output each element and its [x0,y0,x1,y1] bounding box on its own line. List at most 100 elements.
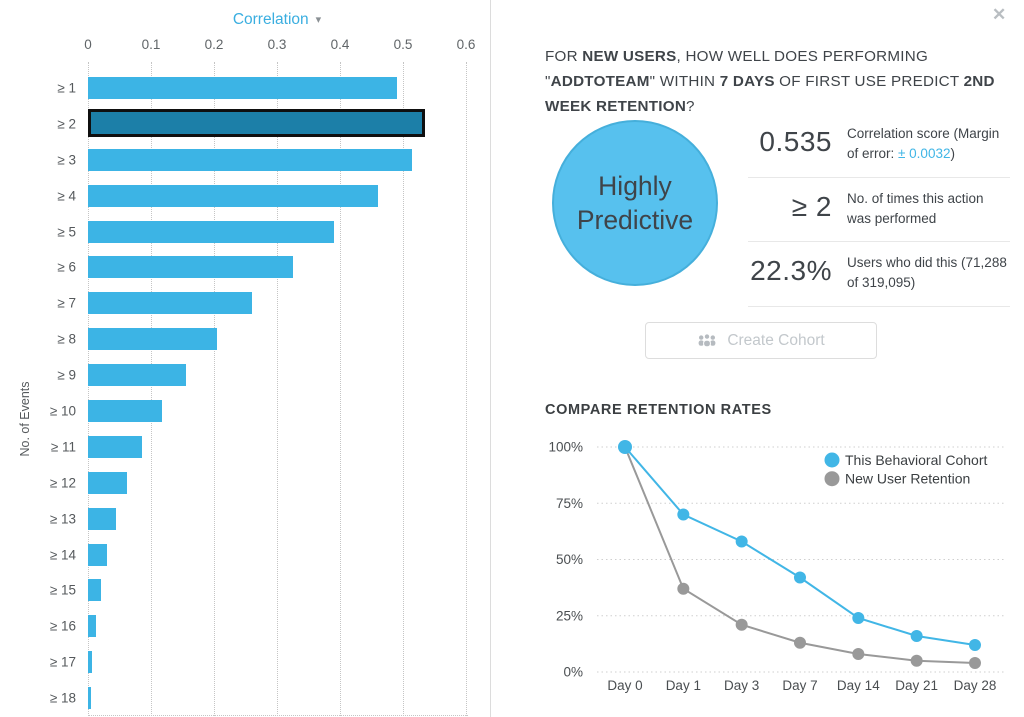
bar[interactable] [88,184,378,207]
chart-bottom-gridline [88,715,468,716]
bar[interactable] [88,77,397,99]
bar[interactable] [88,687,91,710]
data-point[interactable] [968,639,981,651]
data-point[interactable] [677,582,690,595]
legend-dot [824,471,840,487]
bar-row[interactable]: ≥ 5 [0,214,490,250]
legend-item[interactable]: This Behavioral Cohort [824,452,988,468]
data-point[interactable] [793,636,806,649]
bar-row[interactable]: ≥ 8 [0,321,490,357]
bar-selected[interactable] [88,108,426,137]
y-axis-label: No. of Events [18,381,32,457]
bar-row[interactable]: ≥ 6 [0,249,490,285]
legend-label: This Behavioral Cohort [845,452,988,468]
x-axis-tick: 0.5 [393,37,413,52]
bar-category-label: ≥ 2 [57,116,76,132]
bar-category-label: ≥ 4 [57,188,76,204]
x-axis-tick: 0.4 [330,37,350,52]
bar[interactable] [88,507,117,530]
bar-category-label: ≥ 12 [49,475,76,491]
bar-row[interactable]: ≥ 15 [0,572,490,608]
people-group-icon [698,333,716,348]
stat-value: 0.535 [759,126,832,157]
stat-label-text: Correlation score (Margin of error: [847,126,1000,162]
x-axis-tick: Day 21 [895,678,938,693]
y-axis-tick: 75% [556,496,583,511]
panel-divider [490,0,491,717]
bar[interactable] [88,471,128,494]
stat-row: 0.535 Correlation score (Margin of error:… [748,113,1010,178]
data-point[interactable] [618,440,632,454]
stat-value: 22.3% [750,255,832,286]
bar-row[interactable]: ≥ 9 [0,357,490,393]
bar[interactable] [88,328,218,351]
question-segment: FOR [545,48,583,66]
data-point[interactable] [793,571,806,584]
compare-retention-title: COMPARE RETENTION RATES [545,402,772,418]
question-segment: 7 DAYS [719,72,775,90]
x-axis-tick: 0.3 [267,37,287,52]
bar[interactable] [88,651,92,674]
bar-category-label: ≥ 17 [49,654,76,670]
bar-row[interactable]: ≥ 14 [0,537,490,573]
question-segment: ? [686,97,695,115]
correlation-bar-chart-panel: Correlation ▾ 0 0.1 0.2 0.3 0.4 0.5 0.6 ≥ 1 ≥ 2 ≥… [0,0,490,717]
data-point[interactable] [910,630,923,642]
bar-category-label: ≥ 7 [57,295,76,311]
vertical-gridline [277,62,278,716]
bar[interactable] [88,364,186,387]
bar-category-label: ≥ 6 [57,259,76,275]
data-point[interactable] [735,618,748,631]
question-segment: , HOW WELL DOES PERFORMING " [545,48,929,90]
verdict-label: Highly Predictive [576,170,694,235]
x-axis-tick: Day 1 [666,678,701,693]
bar-category-label: ≥ 18 [49,690,76,706]
vertical-gridline [403,62,404,716]
close-icon[interactable]: ✕ [992,5,1007,24]
bar-row[interactable]: ≥ 7 [0,285,490,321]
data-point[interactable] [735,535,748,548]
bar-row[interactable]: ≥ 12 [0,465,490,501]
bar[interactable] [88,579,102,602]
bar-row[interactable]: ≥ 13 [0,501,490,537]
bar-category-label: ≥ 14 [49,547,76,563]
bar[interactable] [88,400,162,423]
correlation-metric-dropdown[interactable]: Correlation ▾ [88,11,466,29]
data-point[interactable] [852,648,865,660]
bar-row[interactable]: ≥ 4 [0,178,490,214]
bar-row[interactable]: ≥ 18 [0,680,490,716]
bar[interactable] [88,148,413,171]
vertical-gridline [214,62,215,716]
y-axis-tick: 0% [563,665,583,680]
bar-row[interactable]: ≥ 2 [0,106,490,142]
bar-row[interactable]: ≥ 16 [0,608,490,644]
data-point[interactable] [852,612,865,624]
data-point[interactable] [968,657,981,669]
bar-row[interactable]: ≥ 3 [0,142,490,178]
bar[interactable] [88,292,252,315]
bar-row[interactable]: ≥ 11 [0,429,490,465]
legend-item[interactable]: New User Retention [824,471,971,487]
bar-chart-rows[interactable]: ≥ 1 ≥ 2 ≥ 3 ≥ 4 ≥ 5 ≥ 6 ≥ 7 ≥ 8 ≥ 9 ≥ 10 ≥ 11 ≥ 12 ≥… [0,70,490,716]
x-axis-tick: 0.1 [141,37,161,52]
bar[interactable] [88,615,96,638]
insight-question: FOR NEW USERS, HOW WELL DOES PERFORMING … [545,45,997,119]
bar[interactable] [88,220,334,243]
bar[interactable] [88,256,293,279]
bar-row[interactable]: ≥ 10 [0,393,490,429]
vertical-gridline [151,62,152,716]
bar-category-label: ≥ 3 [57,152,76,168]
bar-row[interactable]: ≥ 17 [0,644,490,680]
data-point[interactable] [677,508,690,521]
bar-category-label: ≥ 9 [57,367,76,383]
data-point[interactable] [910,654,923,667]
retention-line-chart[interactable]: 100% 75% 50% 25% 0% Day 0 Day 1 Day 3 Day 7 Day 1… [545,430,1015,717]
bar[interactable] [88,543,107,566]
bar-category-label: ≥ 11 [50,439,76,455]
bar-row[interactable]: ≥ 1 [0,70,490,106]
create-cohort-button[interactable]: Create Cohort [645,322,877,359]
stat-label-text: ) [950,146,955,162]
x-axis-tick: Day 28 [954,678,997,693]
stat-value: ≥ 2 [791,190,832,222]
bar[interactable] [88,435,142,458]
